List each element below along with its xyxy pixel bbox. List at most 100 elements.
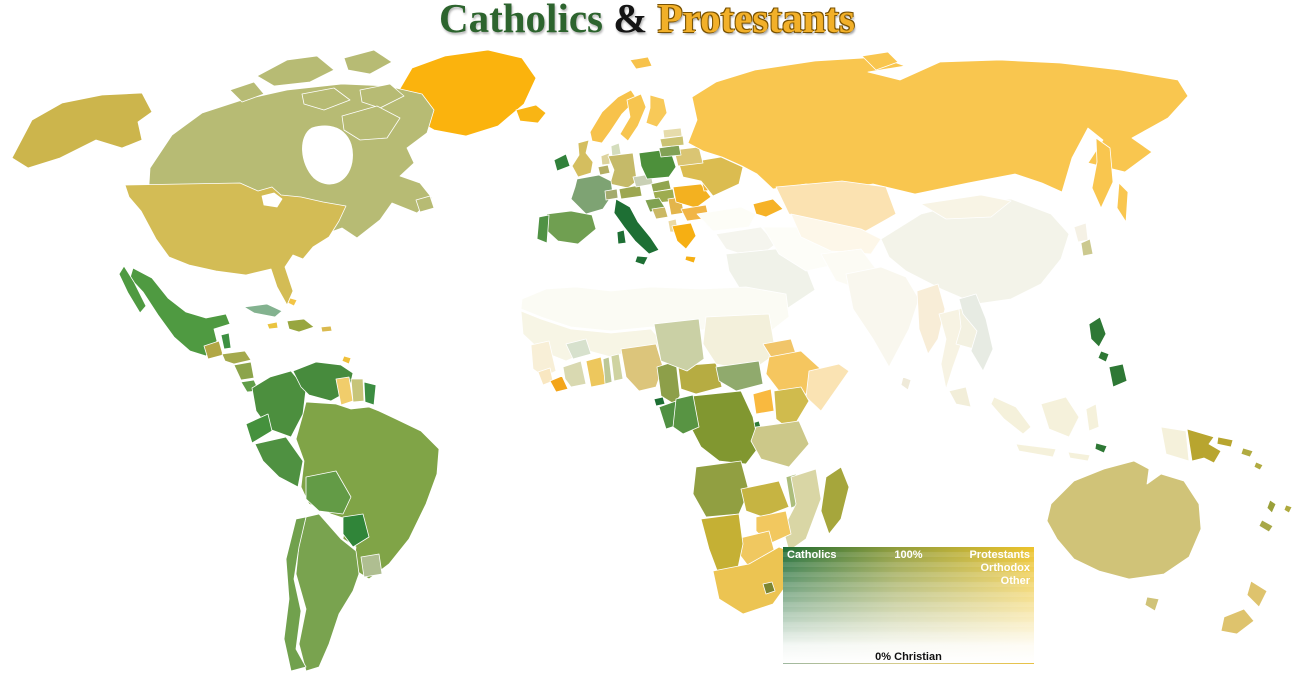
country-belarus [673, 146, 704, 167]
legend-gradient [783, 547, 1034, 663]
country-bahamas [287, 297, 298, 307]
country-canada-arctic-island [256, 55, 335, 87]
legend-label-right-stack: Protestants Orthodox Other [969, 549, 1030, 588]
country-hispaniola [286, 318, 315, 333]
country-australia-tasmania [1144, 596, 1160, 612]
country-austria [618, 184, 643, 200]
country-svalbard [629, 56, 653, 70]
country-estonia [662, 127, 683, 139]
country-netherlands [600, 152, 611, 166]
country-trinidad [341, 355, 352, 365]
country-ireland [553, 153, 571, 172]
country-russia-kamchatka [1091, 137, 1114, 209]
title-ampersand: & [602, 0, 658, 41]
legend-gradient-banding [783, 547, 1034, 663]
great-lakes [261, 192, 283, 208]
country-uk [571, 139, 594, 178]
country-mozambique [782, 468, 822, 552]
country-nicaragua [233, 361, 255, 381]
country-north-korea [1073, 222, 1089, 243]
country-solomon-islands-2 [1253, 461, 1264, 471]
country-south-korea [1080, 238, 1094, 257]
country-mexico-baja [118, 265, 147, 314]
country-greece [671, 222, 697, 250]
country-south-sudan [715, 360, 764, 392]
country-chad [653, 318, 705, 372]
country-indonesia-java [1015, 443, 1057, 458]
country-russia-novaya-zemlya [861, 51, 899, 71]
country-russia-sakhalin [1116, 182, 1129, 223]
hudson-bay [302, 125, 353, 185]
country-italy-sicily [634, 255, 649, 266]
legend-label-100pct: 100% [894, 549, 923, 561]
country-fiji [1283, 504, 1293, 514]
country-lesotho [762, 581, 776, 595]
country-canada-arctic-island [229, 81, 265, 103]
country-benin [610, 353, 624, 382]
country-french-guiana [363, 381, 377, 406]
country-ukraine [678, 156, 744, 197]
region-caucasus [752, 198, 784, 218]
country-indonesia-borneo [1040, 396, 1080, 438]
country-argentina [295, 513, 360, 672]
country-puerto-rico [320, 325, 333, 333]
country-philippines-mindanao [1108, 363, 1128, 388]
legend-label-orthodox: Orthodox [980, 562, 1031, 574]
legend-label-other: Other [1000, 575, 1030, 587]
country-suriname [350, 378, 365, 403]
country-philippines-luzon [1088, 316, 1107, 348]
country-sudan [702, 313, 777, 372]
country-sri-lanka [900, 376, 912, 391]
title-catholics: Catholics [438, 0, 603, 41]
country-dr-congo [682, 390, 760, 465]
country-liberia [549, 375, 569, 393]
country-finland [645, 94, 668, 128]
legend: Catholics 100% Protestants Orthodox Othe… [783, 547, 1034, 664]
country-russia [687, 56, 1189, 195]
country-canada-arctic-island [301, 87, 351, 111]
legend-underline [783, 663, 1034, 664]
country-vietnam [958, 293, 994, 372]
legend-label-protestants: Protestants [969, 549, 1030, 561]
country-somalia [805, 363, 850, 412]
country-jamaica [266, 321, 279, 330]
country-canada-newfoundland [415, 195, 435, 213]
country-uruguay [360, 553, 383, 578]
country-honduras [221, 350, 252, 365]
country-peru [254, 436, 304, 488]
country-belize [220, 332, 232, 350]
country-canada-baffin-island [341, 105, 401, 141]
country-burkina-faso [565, 338, 592, 360]
country-new-caledonia [1258, 519, 1274, 533]
country-new-zealand-north [1246, 580, 1268, 608]
country-vanuatu [1266, 499, 1277, 514]
country-mexico [129, 267, 231, 357]
country-denmark [610, 142, 622, 157]
country-canada-arctic-island [359, 83, 405, 109]
country-mongolia [920, 194, 1012, 220]
country-italy [613, 198, 660, 255]
legend-label-catholics: Catholics [787, 549, 837, 561]
country-ecuador [245, 413, 273, 444]
country-canada-arctic-island [343, 49, 393, 75]
country-belgium [597, 164, 611, 176]
country-australia [1046, 460, 1202, 580]
country-papua-new-guinea [1186, 428, 1222, 464]
country-sweden [619, 93, 647, 142]
country-thailand [938, 308, 964, 390]
country-germany [607, 152, 638, 189]
country-malaysia [948, 386, 972, 408]
country-togo [602, 356, 613, 385]
country-iceland [515, 104, 547, 124]
country-solomon-islands [1240, 447, 1254, 458]
country-turkey [696, 206, 757, 232]
country-png-new-britain [1216, 436, 1234, 448]
country-india [845, 266, 920, 368]
country-ivory-coast [562, 360, 587, 388]
country-chile [283, 516, 307, 672]
country-portugal [536, 214, 550, 244]
country-romania [672, 183, 712, 209]
country-indonesia-west-papua [1160, 426, 1190, 462]
